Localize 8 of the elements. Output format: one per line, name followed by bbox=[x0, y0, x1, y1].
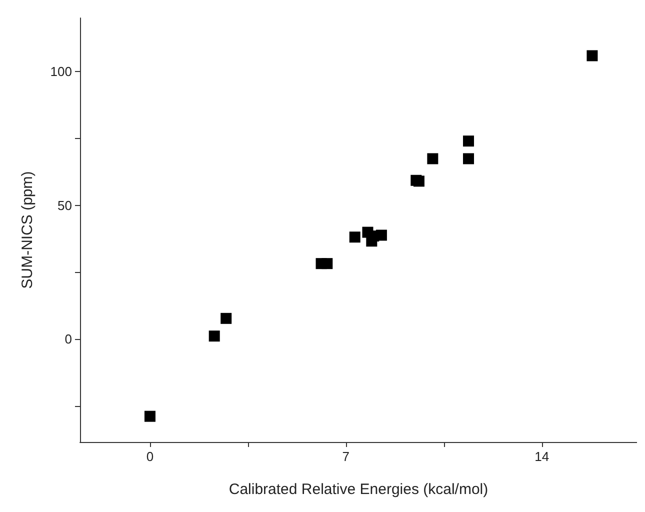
y-axis-title: SUM-NICS (ppm) bbox=[19, 171, 36, 289]
y-tick-label: 50 bbox=[58, 198, 72, 213]
x-axis-title: Calibrated Relative Energies (kcal/mol) bbox=[228, 481, 488, 498]
x-tick-label: 14 bbox=[534, 449, 550, 464]
x-tick-label: 0 bbox=[146, 449, 154, 464]
x-tick-label: 7 bbox=[342, 449, 350, 464]
y-tick-label: 100 bbox=[50, 64, 72, 79]
y-tick-label: 0 bbox=[64, 332, 72, 347]
